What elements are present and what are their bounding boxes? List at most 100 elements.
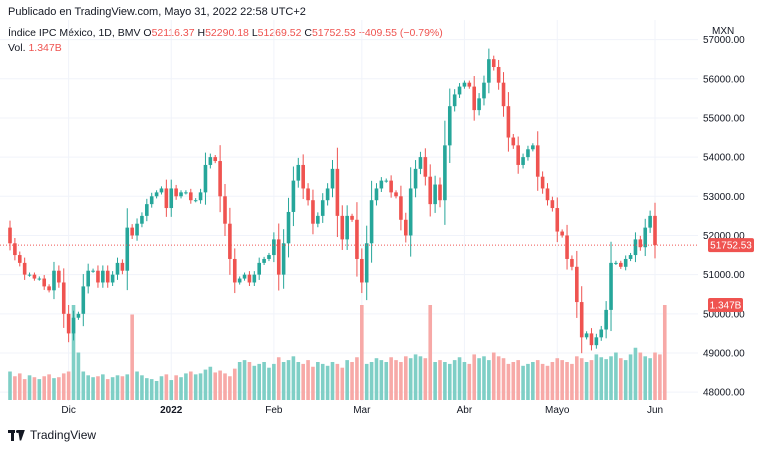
candle-body bbox=[428, 176, 433, 205]
tradingview-brand[interactable]: TradingView bbox=[8, 428, 96, 442]
volume-bar bbox=[535, 360, 540, 400]
volume-label[interactable]: Vol. bbox=[8, 42, 26, 54]
volume-bar bbox=[614, 352, 618, 400]
volume-bar bbox=[345, 360, 349, 400]
candle-body bbox=[306, 188, 310, 201]
candle-body bbox=[247, 274, 252, 283]
candle-body bbox=[101, 270, 105, 283]
candle-body bbox=[120, 262, 125, 271]
volume-bar bbox=[394, 360, 398, 400]
candle-body bbox=[462, 82, 467, 87]
candle-body bbox=[223, 196, 227, 224]
volume-bar bbox=[242, 360, 247, 400]
candle-body bbox=[140, 215, 144, 224]
candle-body bbox=[66, 313, 71, 334]
candle-body bbox=[496, 67, 501, 83]
candle-body bbox=[526, 149, 530, 158]
volume-bar bbox=[281, 362, 286, 400]
candle-body bbox=[623, 258, 628, 267]
candle-body bbox=[633, 239, 638, 256]
candle-body bbox=[452, 94, 457, 107]
candle-body bbox=[374, 188, 379, 201]
candle-body bbox=[276, 239, 281, 275]
candle-body bbox=[511, 137, 516, 146]
candle-body bbox=[550, 200, 555, 209]
candle-body bbox=[472, 86, 477, 111]
volume-bar bbox=[662, 305, 667, 400]
volume-bar bbox=[32, 377, 37, 400]
volume-bar bbox=[443, 362, 447, 400]
symbol-label[interactable]: Índice IPC México, 1D, BMV bbox=[8, 27, 141, 39]
tradingview-brand-name: TradingView bbox=[30, 428, 97, 442]
candle-body bbox=[628, 255, 633, 259]
y-tick-label: 55000.00 bbox=[703, 113, 745, 124]
volume-bar bbox=[496, 356, 501, 400]
close-label: C bbox=[304, 27, 312, 39]
candle-body bbox=[286, 211, 291, 244]
volume-bar bbox=[604, 359, 608, 400]
volume-bar bbox=[193, 374, 198, 400]
candle-body bbox=[418, 157, 423, 169]
volume-bar bbox=[555, 358, 560, 400]
volume-bar bbox=[594, 354, 599, 400]
candle-body bbox=[501, 82, 506, 107]
candle-body bbox=[506, 106, 511, 138]
volume-bar bbox=[52, 378, 56, 400]
candle-body bbox=[325, 188, 330, 201]
candle-body bbox=[540, 176, 545, 189]
candle-body bbox=[604, 309, 608, 330]
currency-label: MXN bbox=[712, 26, 735, 37]
volume-bar bbox=[364, 363, 369, 400]
volume-bar bbox=[140, 375, 144, 400]
volume-bar bbox=[47, 374, 51, 400]
candle-body bbox=[61, 282, 66, 314]
candle-body bbox=[364, 243, 369, 283]
low-value: 51269.52 bbox=[257, 27, 302, 39]
volume-bar bbox=[276, 357, 281, 400]
volume-bar bbox=[13, 376, 17, 400]
candle-body bbox=[369, 200, 374, 244]
candle-body bbox=[193, 200, 198, 202]
last-price-label: 51752.53 bbox=[710, 241, 752, 252]
y-tick-label: 51000.00 bbox=[703, 270, 745, 281]
y-tick-label: 48000.00 bbox=[703, 388, 745, 399]
candle-body bbox=[653, 215, 657, 246]
volume-bar bbox=[272, 363, 276, 400]
volume-bar bbox=[213, 372, 218, 400]
volume-bar bbox=[633, 347, 638, 400]
volume-bar bbox=[320, 363, 325, 400]
volume-bar bbox=[208, 366, 213, 400]
candle-body bbox=[130, 227, 134, 236]
candle-body bbox=[589, 333, 594, 346]
candle-body bbox=[301, 164, 305, 189]
volume-bar bbox=[37, 379, 42, 400]
candle-body bbox=[272, 239, 276, 256]
candle-body bbox=[159, 188, 164, 193]
volume-bar bbox=[267, 367, 271, 400]
volume-bar bbox=[237, 362, 242, 400]
volume-bar bbox=[340, 367, 345, 400]
x-tick-label: Mar bbox=[353, 405, 371, 416]
volume-bar bbox=[565, 362, 569, 400]
volume-bar bbox=[306, 360, 310, 400]
open-value: 52116.37 bbox=[151, 27, 195, 39]
candle-body bbox=[316, 215, 320, 224]
volume-bar bbox=[482, 356, 486, 400]
volume-bar bbox=[125, 374, 130, 400]
candle-body bbox=[403, 219, 408, 236]
candle-body bbox=[37, 278, 42, 280]
volume-bar bbox=[27, 375, 32, 400]
candle-body bbox=[164, 188, 169, 209]
low-label: L bbox=[251, 27, 258, 39]
volume-bar bbox=[262, 362, 266, 400]
volume-bar bbox=[452, 360, 457, 400]
candle-body bbox=[638, 239, 643, 248]
ohlc-legend: Índice IPC México, 1D, BMV O52116.37 H52… bbox=[8, 27, 443, 39]
candle-body bbox=[516, 145, 520, 165]
volume-bar bbox=[96, 376, 100, 400]
candle-body bbox=[135, 223, 139, 236]
volume-bar bbox=[374, 358, 379, 400]
y-tick-label: 52000.00 bbox=[703, 231, 745, 242]
candle-body bbox=[482, 82, 486, 99]
